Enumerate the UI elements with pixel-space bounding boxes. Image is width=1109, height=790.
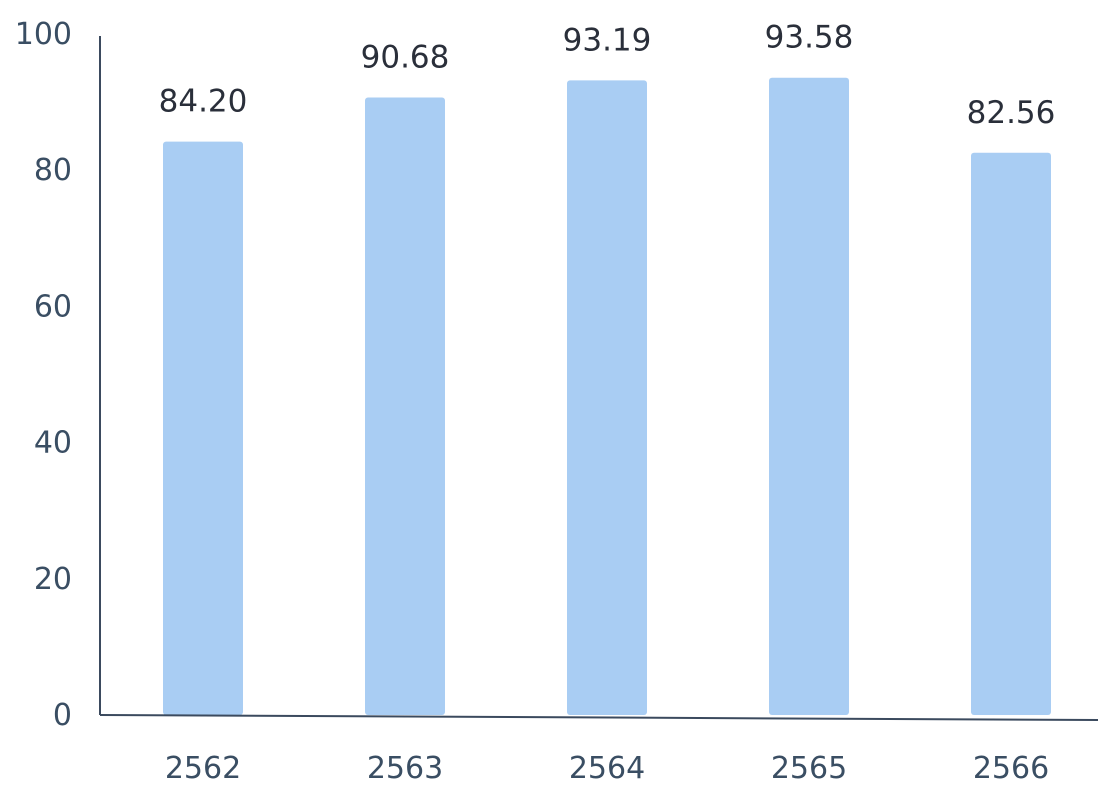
x-tick-label-2566: 2566: [973, 751, 1049, 786]
x-tick-labels: 2562 2563 2564 2565 2566: [165, 751, 1049, 786]
x-axis-line: [99, 714, 1099, 721]
bar-2563: [365, 97, 445, 716]
y-tick-label-60: 60: [34, 289, 72, 324]
x-tick-label-2563: 2563: [367, 751, 443, 786]
data-label-2563: 90.68: [361, 39, 450, 75]
data-label-2562: 84.20: [159, 84, 248, 120]
y-tick-label-0: 0: [53, 698, 72, 733]
x-tick-label-2562: 2562: [165, 751, 241, 786]
y-tick-label-40: 40: [34, 426, 72, 461]
bar-2566: [971, 152, 1051, 715]
data-labels-layer: 84.20 90.68 93.19 93.58 82.56: [159, 20, 1056, 131]
data-label-2565: 93.58: [765, 20, 854, 56]
data-label-2564: 93.19: [563, 22, 652, 58]
y-tick-label-100: 100: [15, 17, 72, 52]
data-label-2566: 82.56: [967, 95, 1056, 131]
y-tick-labels: 0 20 40 60 80 100: [15, 17, 72, 733]
bar-2565: [769, 77, 849, 715]
bar-2564: [567, 80, 647, 715]
y-tick-label-20: 20: [34, 562, 72, 597]
bar-2562: [163, 141, 243, 715]
bars-layer: [163, 77, 1051, 716]
x-tick-label-2564: 2564: [569, 751, 645, 786]
y-tick-label-80: 80: [34, 153, 72, 188]
x-tick-label-2565: 2565: [771, 751, 847, 786]
